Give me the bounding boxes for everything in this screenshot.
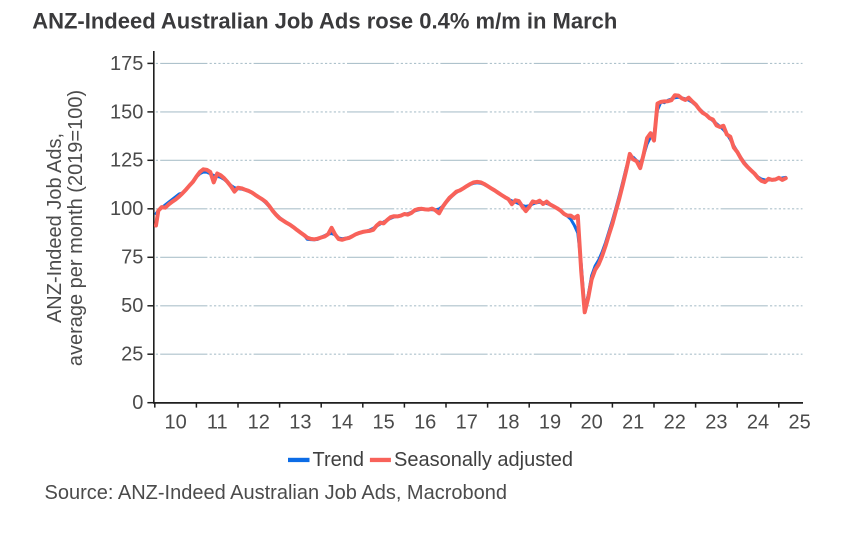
svg-text:ANZ-Indeed Job Ads,: ANZ-Indeed Job Ads, <box>44 133 66 323</box>
svg-text:75: 75 <box>121 247 143 269</box>
svg-text:150: 150 <box>110 101 143 123</box>
svg-text:average per month (2019=100): average per month (2019=100) <box>65 90 87 366</box>
svg-text:25: 25 <box>788 412 810 434</box>
svg-text:ANZ-Indeed Australian Job Ads: ANZ-Indeed Australian Job Ads rose 0.4% … <box>32 8 617 33</box>
svg-text:16: 16 <box>414 412 436 434</box>
svg-text:25: 25 <box>121 344 143 366</box>
svg-text:Seasonally adjusted: Seasonally adjusted <box>394 449 573 471</box>
svg-text:125: 125 <box>110 150 143 172</box>
svg-text:14: 14 <box>331 412 353 434</box>
svg-text:20: 20 <box>580 412 602 434</box>
svg-text:11: 11 <box>207 412 228 434</box>
svg-text:100: 100 <box>110 198 143 220</box>
svg-text:17: 17 <box>456 412 478 434</box>
svg-text:10: 10 <box>164 412 186 434</box>
svg-text:175: 175 <box>110 53 143 75</box>
svg-text:Source: ANZ-Indeed Australian: Source: ANZ-Indeed Australian Job Ads, M… <box>45 482 508 504</box>
svg-text:0: 0 <box>132 392 143 414</box>
svg-text:18: 18 <box>497 412 519 434</box>
svg-text:23: 23 <box>705 412 727 434</box>
svg-text:13: 13 <box>289 412 311 434</box>
svg-text:15: 15 <box>372 412 394 434</box>
svg-text:50: 50 <box>121 295 143 317</box>
svg-text:24: 24 <box>747 412 769 434</box>
svg-text:22: 22 <box>664 412 686 434</box>
svg-text:21: 21 <box>622 412 644 434</box>
svg-text:19: 19 <box>539 412 561 434</box>
svg-text:12: 12 <box>248 412 270 434</box>
svg-text:Trend: Trend <box>313 449 365 471</box>
